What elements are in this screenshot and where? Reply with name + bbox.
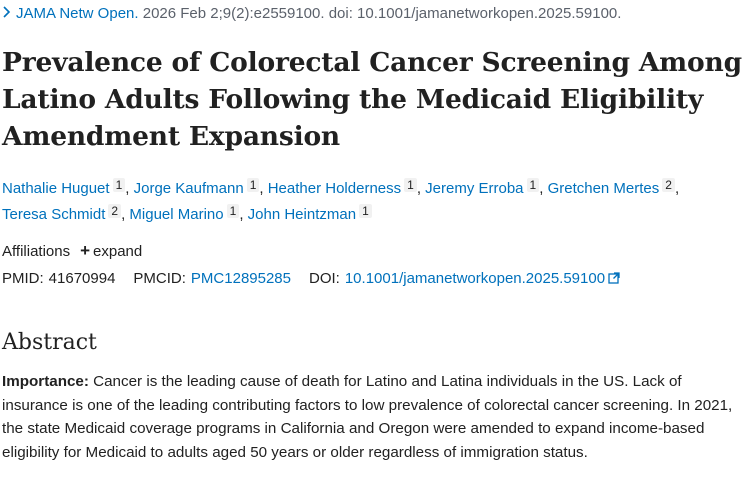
affiliation-badge[interactable]: 1 <box>359 204 372 218</box>
author-item: Miguel Marino 1 <box>129 204 240 223</box>
abstract-heading: Abstract <box>2 330 97 355</box>
affiliation-badge[interactable]: 2 <box>108 204 122 218</box>
author-link[interactable]: Heather Holderness <box>267 180 402 197</box>
affiliation-badge[interactable]: 1 <box>404 178 417 192</box>
pmid-value: 41670994 <box>48 270 116 287</box>
author-link[interactable]: Teresa Schmidt <box>2 206 106 223</box>
author-link[interactable]: Miguel Marino <box>129 206 224 223</box>
chevron-right-icon[interactable] <box>2 4 16 24</box>
external-link-icon <box>608 270 620 290</box>
author-item: Teresa Schmidt 2 <box>2 204 122 223</box>
external-link-icon-svg <box>608 272 620 284</box>
affiliation-badge[interactable]: 1 <box>526 178 540 192</box>
doi-link[interactable]: 10.1001/jamanetworkopen.2025.59100 <box>345 270 620 287</box>
chevron-right-icon-svg <box>3 6 11 18</box>
citation-line: JAMA Netw Open. 2026 Feb 2;9(2):e2559100… <box>2 4 621 24</box>
author-item: Gretchen Mertes 2 <box>547 178 675 197</box>
importance-label: Importance: <box>2 373 89 390</box>
pmcid-label: PMCID: <box>133 270 186 287</box>
affiliation-badge[interactable]: 2 <box>662 178 675 192</box>
author-item: Heather Holderness 1 <box>267 178 417 197</box>
plus-icon: + <box>80 241 91 260</box>
author-item: Nathalie Huguet 1 <box>2 178 126 197</box>
pmcid-link[interactable]: PMC12895285 <box>190 270 291 287</box>
affiliation-badge[interactable]: 1 <box>246 178 260 192</box>
author-item: Jorge Kaufmann 1 <box>133 178 260 197</box>
affiliation-badge[interactable]: 1 <box>226 204 240 218</box>
author-link[interactable]: John Heintzman <box>247 206 357 223</box>
author-list: Nathalie Huguet 1, Jorge Kaufmann 1, Heath… <box>2 178 680 223</box>
abstract-importance: Importance: Cancer is the leading cause … <box>2 370 742 464</box>
doi-value: 10.1001/jamanetworkopen.2025.59100 <box>344 270 606 287</box>
pmid-label: PMID: <box>2 270 44 287</box>
article-title: Prevalence of Colorectal Cancer Screenin… <box>2 47 742 152</box>
author-item: John Heintzman 1 <box>247 204 372 223</box>
affiliations-label: Affiliations <box>2 243 71 260</box>
importance-text: Cancer is the leading cause of death for… <box>2 373 733 461</box>
doi-label: DOI: <box>309 270 340 287</box>
author-item: Jeremy Erroba 1 <box>425 178 540 197</box>
journal-link[interactable]: JAMA Netw Open. <box>16 5 139 22</box>
expand-label: expand <box>93 243 143 260</box>
author-link[interactable]: Nathalie Huguet <box>2 180 110 197</box>
author-link[interactable]: Jeremy Erroba <box>425 180 524 197</box>
affiliation-badge[interactable]: 1 <box>112 178 126 192</box>
author-link[interactable]: Jorge Kaufmann <box>133 180 244 197</box>
affiliations-toggle[interactable]: Affiliations + expand <box>2 241 142 262</box>
citation-details: 2026 Feb 2;9(2):e2559100. doi: 10.1001/j… <box>138 5 622 22</box>
author-link[interactable]: Gretchen Mertes <box>547 180 660 197</box>
identifier-line: PMID: 41670994 PMCID: PMC12895285 DOI: 10.100… <box>2 269 620 290</box>
